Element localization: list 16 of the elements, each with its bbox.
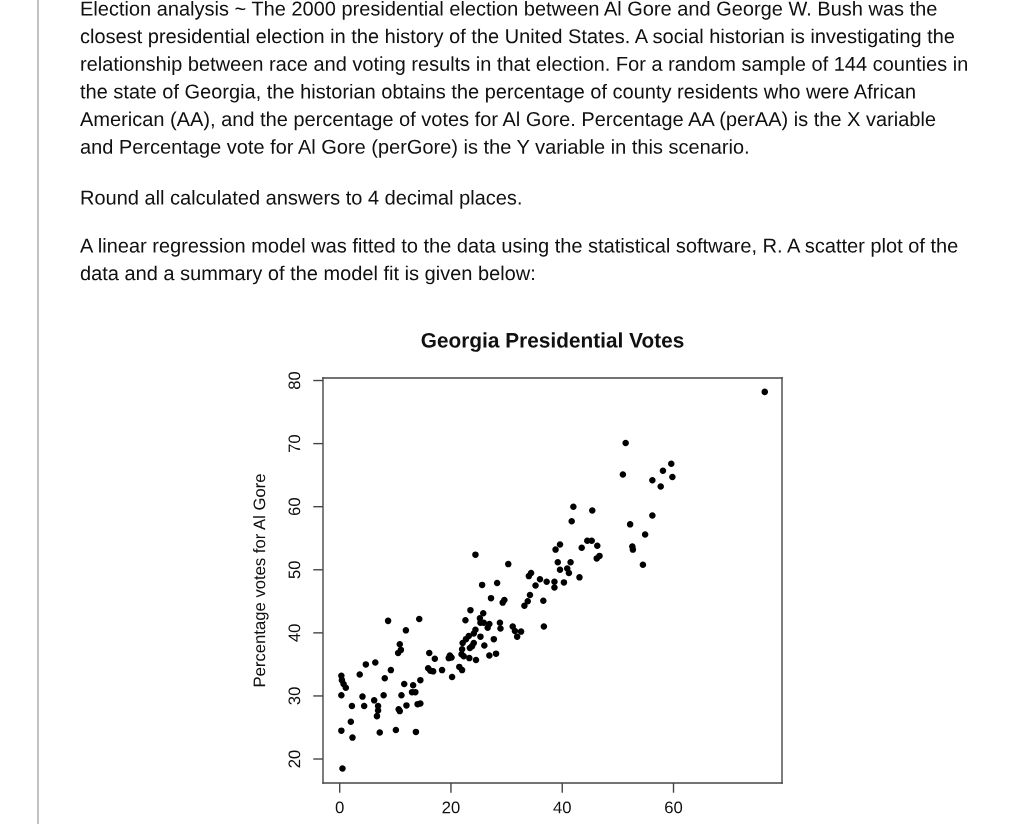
x-tick-label: 20	[442, 801, 460, 814]
text: Election analysis ~ The 2000 presidential election between Al Gore and George W. Bush was the closest presidential election in the history of the United States. A social historian is investigating the relationship between race and voting results in that election. For a random sample of 144 counties in the state of Georgia, the historian obtains the percentage of county residents who were African American (AA), and the percentage of votes for Al Gore. Percentage AA (perAA) is the X variable and Percentage vote for Al Gore (perGore) is the Y variable in this scenario.	[80, 1, 967, 158]
chart-title: Georgia Presidential Votes	[421, 332, 684, 352]
x-tick-label: 0	[335, 801, 344, 814]
y-tick-label: 80	[288, 371, 301, 390]
y-tick-label: 70	[288, 434, 301, 453]
y-axis-title: Percentage votes for Al Gore	[253, 474, 269, 687]
x-tick-label: 40	[553, 801, 571, 814]
text: Round all calculated answers to 4 decimal places.	[81, 190, 521, 209]
y-tick-label: 20	[288, 750, 301, 768]
y-tick-label: 30	[288, 687, 301, 705]
y-tick-label: 40	[288, 624, 301, 642]
y-tick-label: 60	[288, 498, 301, 516]
y-tick-label: 50	[288, 561, 301, 579]
x-tick-label: 60	[665, 801, 683, 814]
text: A linear regression model was fitted to the data using the statistical software, R. A scatter plot of the data and a summary of the model fit is given below:	[80, 238, 958, 285]
